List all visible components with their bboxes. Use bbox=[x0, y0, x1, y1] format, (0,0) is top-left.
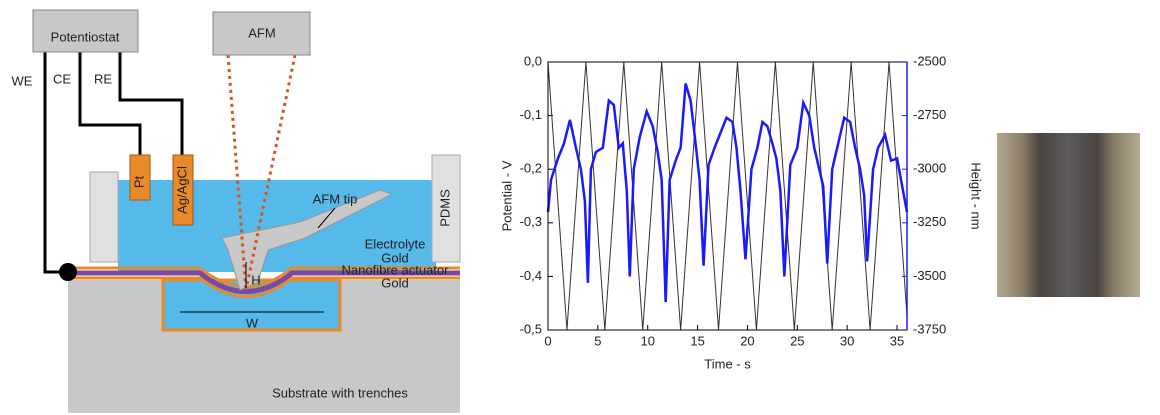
x-tick-label: 20 bbox=[740, 333, 754, 348]
y-tick-label: -0,3 bbox=[520, 214, 542, 229]
left-wall bbox=[89, 171, 119, 263]
x-tick-label: 30 bbox=[840, 333, 854, 348]
x-axis-title: Time - s bbox=[704, 356, 751, 371]
potentiostat-box bbox=[32, 9, 139, 53]
re-wire bbox=[118, 52, 184, 155]
laser-beam bbox=[244, 54, 297, 291]
x-tick-label: 35 bbox=[890, 333, 904, 348]
label: Nanofibre actuator bbox=[342, 262, 450, 277]
label: W bbox=[246, 315, 259, 330]
label: Pt bbox=[131, 175, 146, 188]
y-axis-title: Potential - V bbox=[499, 160, 514, 231]
label: H bbox=[251, 272, 260, 287]
contact bbox=[59, 263, 77, 281]
label: PDMS bbox=[437, 189, 452, 227]
y-tick-label: -0,5 bbox=[520, 321, 542, 336]
label: AFM bbox=[248, 25, 275, 40]
label: Gold bbox=[381, 275, 408, 290]
y2-tick-label: -3000 bbox=[913, 161, 946, 176]
label: WE bbox=[12, 73, 33, 88]
afm-box bbox=[212, 11, 311, 56]
label: CE bbox=[53, 71, 71, 86]
label: Potentiostat bbox=[51, 29, 120, 44]
laser-beam bbox=[226, 54, 248, 291]
schematic: Potentiostat AFM WE CE RE Pt Ag/AgCl AFM… bbox=[12, 9, 461, 413]
y2-axis-title: Height - nm bbox=[969, 162, 984, 229]
y2-tick-label: -2750 bbox=[913, 107, 946, 122]
ce-wire bbox=[78, 52, 142, 155]
y-tick-label: -0,2 bbox=[520, 161, 542, 176]
cantilever bbox=[221, 189, 394, 291]
photo bbox=[997, 133, 1140, 297]
x-tick-label: 25 bbox=[790, 333, 804, 348]
label: Substrate with trenches bbox=[272, 385, 408, 400]
label: Gold bbox=[381, 250, 408, 265]
y2-tick-label: -3250 bbox=[913, 214, 946, 229]
y-tick-label: -0,1 bbox=[520, 107, 542, 122]
series-line bbox=[546, 83, 909, 303]
label: AFM tip bbox=[313, 191, 358, 206]
label: Electrolyte bbox=[365, 236, 426, 251]
actuator-layer bbox=[68, 270, 460, 294]
tip-pointer bbox=[317, 207, 336, 229]
chart: 0 5 10 15 20 25 30 35 0,0 -0,1 -0,2 -0,3 -0,4 -0,5 -25… bbox=[499, 53, 983, 371]
y-tick-label: -0,4 bbox=[520, 268, 542, 283]
y-tick-label: 0,0 bbox=[524, 53, 542, 68]
x-tick-label: 10 bbox=[640, 333, 654, 348]
pdms-wall bbox=[431, 154, 461, 263]
gold-bottom-layer bbox=[68, 276, 460, 298]
x-tick-label: 0 bbox=[544, 333, 551, 348]
label: RE bbox=[94, 71, 112, 86]
y2-tick-label: -3500 bbox=[913, 268, 946, 283]
label: Ag/AgCl bbox=[174, 166, 189, 214]
x-tick-label: 15 bbox=[690, 333, 704, 348]
y2-tick-label: -2500 bbox=[913, 53, 946, 68]
series-line bbox=[547, 61, 908, 331]
pt-electrode bbox=[129, 154, 151, 201]
y2-tick-label: -3750 bbox=[913, 321, 946, 336]
ref-electrode bbox=[172, 154, 194, 226]
x-tick-label: 5 bbox=[594, 333, 601, 348]
